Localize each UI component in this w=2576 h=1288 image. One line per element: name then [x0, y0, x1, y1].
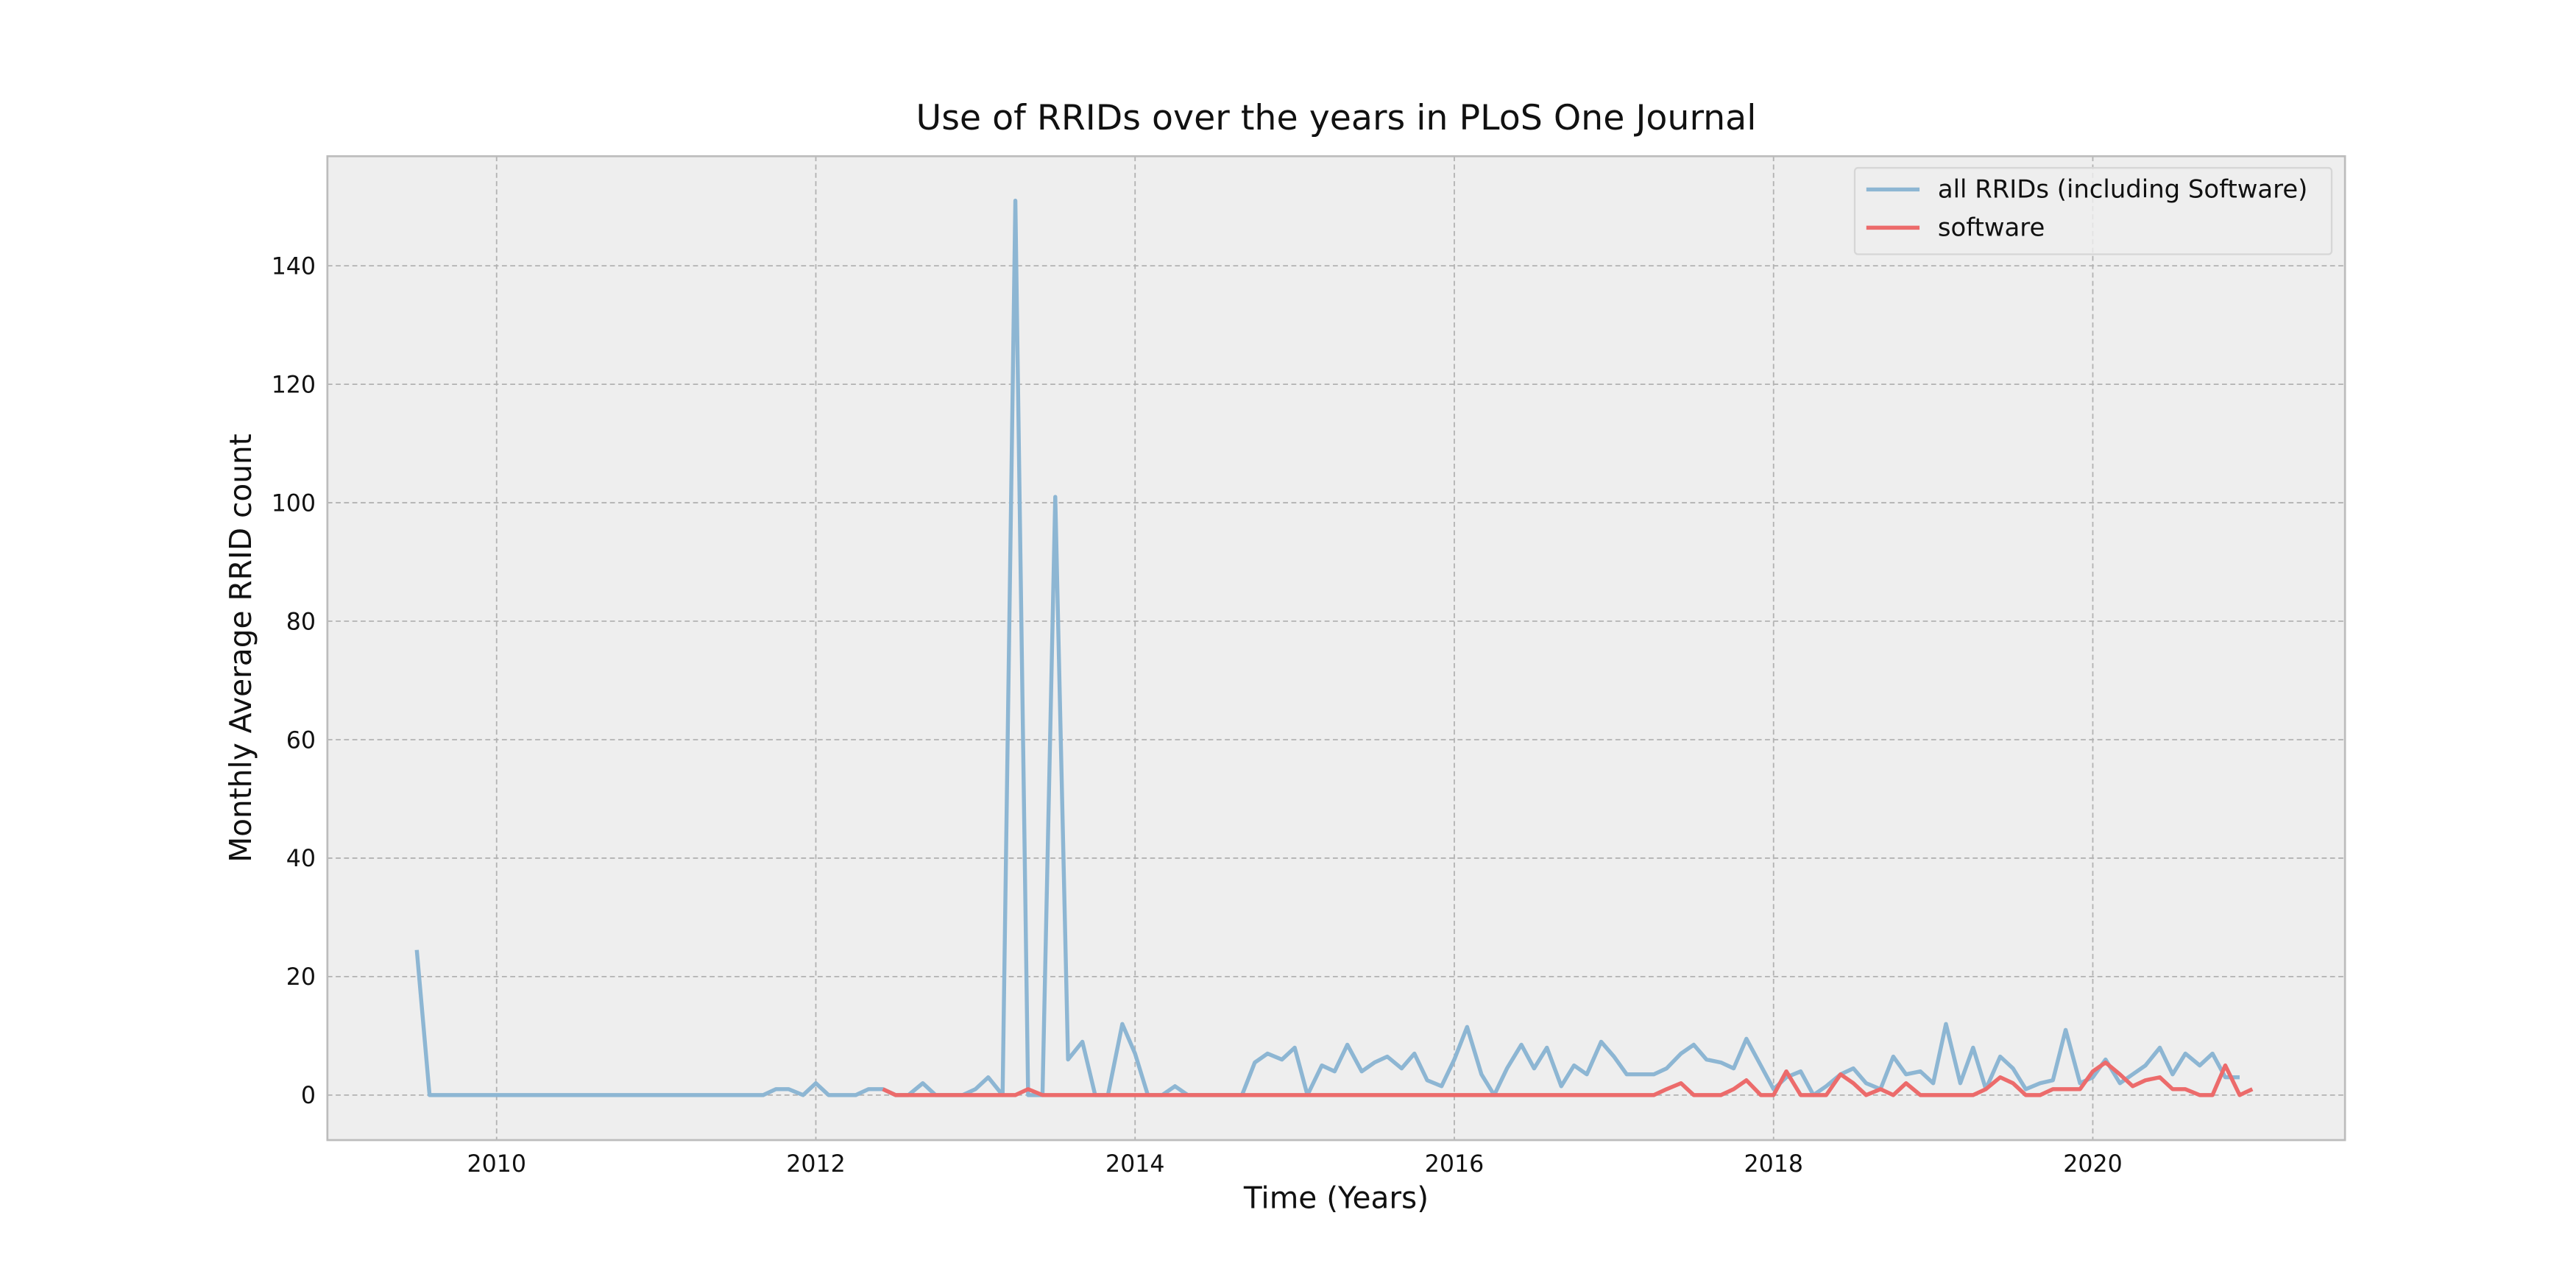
plot-frame	[326, 155, 2346, 1142]
legend-box	[1853, 166, 2333, 255]
x-tick-label: 2018	[1744, 1151, 1802, 1178]
x-tick-label: 2012	[786, 1151, 845, 1178]
y-tick-label: 80	[286, 609, 316, 635]
chart-title: Use of RRIDs over the years in PLoS One …	[916, 98, 1757, 138]
series-line	[414, 198, 2240, 1097]
x-tick-label: 2014	[1105, 1151, 1164, 1178]
x-axis-label: Time (Years)	[1243, 1181, 1429, 1216]
x-tick-label: 2020	[2063, 1151, 2122, 1178]
plot-area	[327, 156, 2346, 1141]
x-tick-label: 2016	[1425, 1151, 1484, 1178]
y-tick-label: 0	[301, 1083, 316, 1109]
legend-label: all RRIDs (including Software)	[1938, 175, 2307, 204]
y-tick-label: 120	[272, 372, 316, 398]
y-tick-label: 20	[286, 964, 316, 991]
series-line	[882, 1060, 2254, 1097]
legend-label: software	[1938, 213, 2045, 242]
legend: all RRIDs (including Software) software	[1853, 166, 2333, 255]
y-tick-label: 140	[272, 253, 316, 280]
y-tick-label: 100	[272, 490, 316, 517]
y-axis-label: Monthly Average RRID count	[223, 434, 258, 863]
x-tick-label: 2010	[467, 1151, 526, 1178]
y-tick-label: 60	[286, 727, 316, 754]
y-tick-label: 40	[286, 846, 316, 872]
